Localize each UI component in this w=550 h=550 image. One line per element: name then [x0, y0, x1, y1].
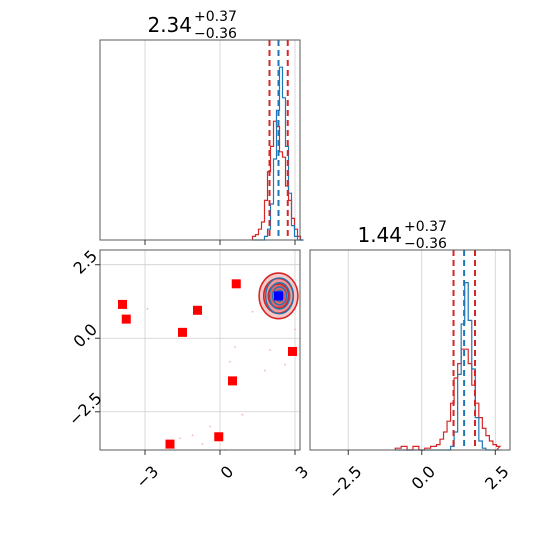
joint-xtick-label-1: 0 — [217, 462, 238, 483]
titles-layer: 2.34 +0.37 −0.36 1.44 +0.37 −0.36 — [147, 9, 447, 252]
joint-faint-point-0 — [229, 360, 231, 363]
hist2-histogram-red — [394, 348, 502, 451]
joint-red-marker-2 — [193, 305, 202, 315]
joint-red-marker-1 — [121, 314, 131, 324]
joint-ytick-label-1: 0.0 — [70, 320, 101, 351]
joint-faint-point-13 — [269, 349, 271, 351]
hist1-histogram-blue — [252, 66, 304, 241]
histogram-param-2-panel: −2.5 0.0 2.5 — [309, 249, 513, 503]
joint-faint-point-2 — [241, 413, 244, 416]
joint-faint-point-4 — [209, 425, 211, 428]
title-param-1-upper-error: +0.37 — [194, 9, 237, 25]
joint-red-marker-3 — [178, 327, 187, 337]
hist1-axes-frame — [99, 39, 301, 241]
joint-faint-point-7 — [201, 443, 204, 446]
joint-contour-panel: −3 0 3−2.50.02.5 — [65, 246, 312, 492]
joint-faint-point-9 — [234, 346, 236, 348]
joint-axes-frame — [99, 249, 301, 451]
joint-blue-contour-0 — [264, 277, 295, 315]
title-param-2-upper-error: +0.37 — [404, 219, 447, 235]
joint-red-marker-6 — [228, 376, 237, 386]
joint-ytick-label-2: 2.5 — [70, 246, 101, 277]
joint-blue-marker — [274, 291, 283, 301]
title-param-1-median: 2.34 — [147, 13, 192, 37]
joint-red-marker-7 — [165, 439, 175, 449]
joint-blue-contour-1 — [268, 282, 291, 310]
joint-red-marker-0 — [118, 299, 127, 309]
title-param-2-lower-error: −0.36 — [404, 236, 447, 252]
joint-blue-contour-2 — [271, 286, 288, 306]
hist2-axes-frame — [309, 249, 511, 451]
joint-faint-point-5 — [179, 437, 181, 440]
hist2-xtick-label-1: 0.0 — [408, 462, 439, 493]
title-param-1-lower-error: −0.36 — [194, 26, 237, 42]
joint-faint-point-12 — [251, 310, 254, 313]
joint-faint-point-8 — [284, 363, 286, 366]
joint-red-marker-4 — [231, 279, 241, 289]
joint-faint-point-1 — [264, 369, 266, 372]
joint-faint-point-10 — [146, 307, 149, 310]
joint-xtick-label-2: 3 — [292, 462, 313, 483]
histogram-param-1-panel — [99, 39, 304, 245]
joint-faint-point-3 — [191, 434, 194, 437]
joint-faint-point-11 — [294, 328, 296, 331]
joint-xtick-label-0: −3 — [132, 462, 162, 492]
hist2-xtick-label-2: 2.5 — [481, 462, 512, 493]
joint-red-marker-8 — [214, 432, 224, 442]
title-param-2-median: 1.44 — [357, 223, 402, 247]
joint-red-marker-5 — [288, 346, 297, 356]
hist2-xtick-label-0: −2.5 — [325, 462, 366, 503]
